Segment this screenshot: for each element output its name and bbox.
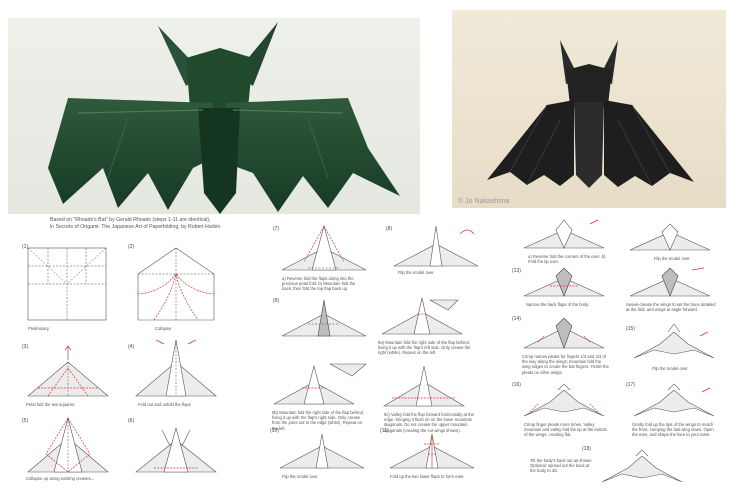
step-9b-diagram — [273, 363, 367, 405]
step-9c-caption: 9c) Valley fold the flap forward horizon… — [384, 412, 475, 433]
step-2-diagram — [137, 247, 215, 321]
black-bat-photo: © Jo Nakashima — [452, 10, 726, 208]
step-9a-diagram — [381, 297, 463, 335]
step-10-diagram — [279, 433, 365, 469]
step-6-number: (6) — [128, 418, 135, 424]
step-15-diagram — [633, 323, 715, 359]
step-1-number: (1) — [22, 244, 29, 250]
step-3-diagram — [27, 345, 109, 397]
step-10-number: (10) — [270, 428, 279, 434]
step-9-number: (9) — [273, 298, 280, 304]
step-18-caption: Tilt the body's back out as shown. Optio… — [530, 458, 593, 474]
step-13b-caption: Swivel-crease the wings to set the bone … — [626, 302, 716, 313]
photo-watermark: © Jo Nakashima — [458, 198, 510, 205]
green-bat-illustration — [48, 22, 400, 214]
step-13-caption: Narrow the back flaps of the body. — [526, 302, 590, 307]
step-4-caption: Fold out and unfold the flaps — [138, 402, 191, 407]
step-13-diagram — [523, 267, 605, 297]
step-8-diagram — [393, 225, 479, 267]
step-5-caption: Collapse up along existing creases... — [26, 476, 95, 481]
step-9b-caption: 9b) Mountain fold the right side of the … — [272, 410, 364, 431]
step-9-diagram — [281, 299, 367, 337]
step-2-number: (2) — [128, 244, 135, 250]
step-5-number: (5) — [22, 418, 29, 424]
step-1-caption: Preliminary — [28, 326, 49, 331]
step-12a-diagram — [523, 219, 605, 249]
step-12a-caption: a) Reverse fold the corners of the ears.… — [528, 254, 606, 265]
step-11-caption: Fold up the two lower flaps to form ears… — [390, 474, 465, 479]
step-2-caption: Collapse — [155, 326, 172, 331]
step-10-caption: Flip the model over. — [282, 474, 319, 479]
diagram-credit: Based on "Rhoads's Bat" by Gerald Rhoads… — [50, 217, 270, 231]
step-15-caption: Flip the model over. — [652, 366, 689, 371]
step-7-number: (7) — [273, 226, 280, 232]
step-11-number: (11) — [380, 428, 389, 434]
green-bat-photo — [8, 18, 420, 214]
step-7-diagram — [281, 224, 367, 271]
step-16-diagram — [523, 383, 605, 417]
step-18-number: (18) — [582, 446, 591, 452]
step-17-caption: Gently fold up the tips of the wings to … — [632, 422, 714, 438]
step-6-diagram — [135, 426, 217, 473]
step-9c-diagram — [382, 365, 466, 407]
step-8-number: (8) — [386, 226, 393, 232]
step-7-caption: a) Reverse fold the flaps along into the… — [282, 276, 356, 292]
step-11-diagram — [389, 433, 475, 469]
step-3-caption: Petal fold the two squares. — [26, 402, 76, 407]
step-13-number: (13) — [512, 268, 521, 274]
step-12b-diagram — [629, 223, 711, 251]
credit-line-2: in Secrets of Origami: The Japanese Art … — [50, 224, 222, 230]
step-16-number: (16) — [512, 382, 521, 388]
black-bat-illustration — [487, 40, 694, 188]
step-5-diagram — [27, 416, 109, 473]
step-14-number: (14) — [512, 316, 521, 322]
step-17-diagram — [633, 383, 715, 417]
step-4-diagram — [135, 339, 217, 397]
step-14-diagram — [523, 317, 605, 349]
step-9a-caption: 9a) Mountain fold the right side of the … — [378, 340, 471, 356]
step-17-number: (17) — [626, 382, 635, 388]
step-18-diagram — [601, 449, 683, 483]
step-3-number: (3) — [22, 344, 29, 350]
step-1-diagram — [27, 247, 107, 321]
step-12b-caption: Flip the model over. — [654, 256, 691, 261]
step-13b-diagram — [629, 267, 711, 297]
step-15-number: (15) — [626, 326, 635, 332]
step-14-caption: Crimp narrow pleats for fingers 1/3 and … — [522, 354, 609, 375]
credit-line-1: Based on "Rhoads's Bat" by Gerald Rhoads… — [50, 217, 211, 223]
step-8-caption: Flip the model over. — [398, 270, 435, 275]
step-4-number: (4) — [128, 344, 135, 350]
step-16-caption: Crimp finger pleats more times. Valley m… — [524, 422, 608, 438]
